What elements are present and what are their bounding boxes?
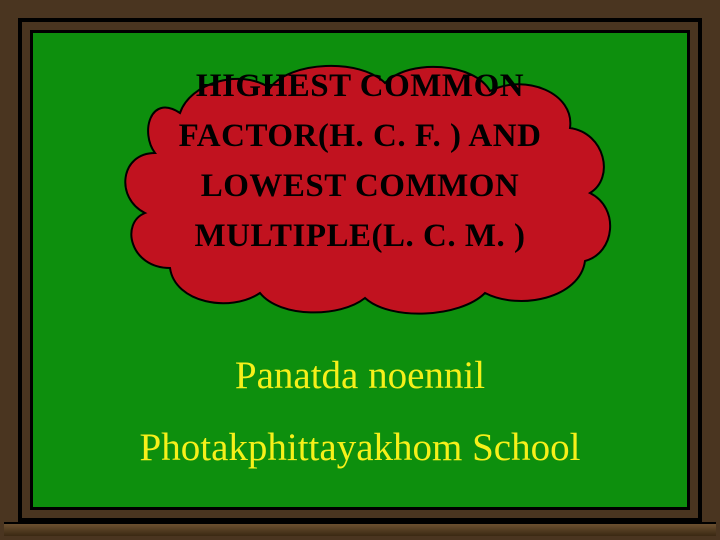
- title-line-1: HIGHEST COMMON: [90, 61, 630, 111]
- chalkboard-frame: HIGHEST COMMON FACTOR(H. C. F. ) AND LOW…: [0, 0, 720, 540]
- title-cloud: HIGHEST COMMON FACTOR(H. C. F. ) AND LOW…: [90, 43, 630, 323]
- school-name: Photakphittayakhom School: [33, 425, 687, 470]
- title-line-4: MULTIPLE(L. C. M. ): [90, 211, 630, 261]
- title-line-3: LOWEST COMMON: [90, 161, 630, 211]
- frame-border: HIGHEST COMMON FACTOR(H. C. F. ) AND LOW…: [18, 18, 702, 522]
- title-text: HIGHEST COMMON FACTOR(H. C. F. ) AND LOW…: [90, 61, 630, 262]
- chalk-shelf: [4, 522, 716, 536]
- author-name: Panatda noennil: [33, 353, 687, 398]
- chalkboard-surface: HIGHEST COMMON FACTOR(H. C. F. ) AND LOW…: [30, 30, 690, 510]
- title-line-2: FACTOR(H. C. F. ) AND: [90, 111, 630, 161]
